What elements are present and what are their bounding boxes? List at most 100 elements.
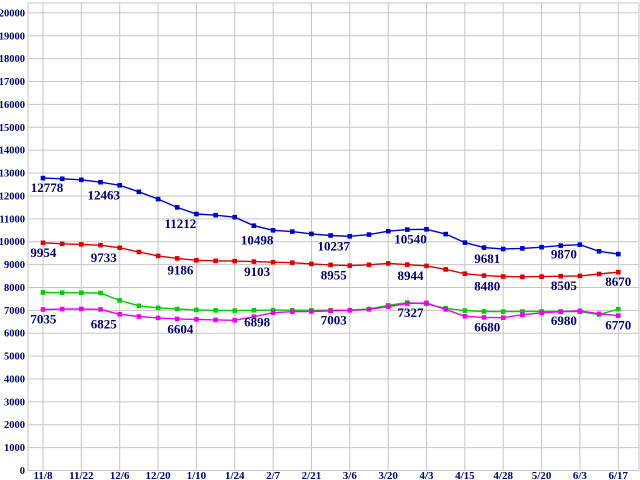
red-series-marker	[462, 271, 468, 276]
x-tick-label: 6/3	[573, 470, 588, 480]
blue-series-marker	[194, 211, 199, 217]
y-tick-label: 8000	[4, 283, 25, 294]
blue-series-marker	[59, 176, 65, 182]
green-series-marker	[481, 309, 487, 314]
value-label: 8944	[398, 268, 425, 283]
red-series-marker	[577, 273, 583, 279]
value-label: 10540	[394, 231, 427, 246]
y-tick-label: 19000	[0, 31, 25, 42]
red-series-marker	[98, 242, 103, 248]
blue-series-marker	[270, 228, 276, 233]
red-series-marker	[79, 242, 84, 247]
blue-series-marker	[558, 243, 563, 248]
y-tick-label: 14000	[0, 146, 25, 157]
y-tick-label: 11000	[0, 214, 25, 225]
x-tick-label: 3/6	[343, 470, 358, 480]
red-series-marker	[500, 274, 506, 279]
magenta-series-marker	[539, 310, 544, 316]
x-axis-labels: 11/8 11/22 12/6 12/20 1/10 1/24 2/7 2/21 3/6 3/20…	[34, 470, 629, 480]
magenta-series-marker	[290, 309, 295, 314]
magenta-series-marker	[194, 317, 199, 322]
red-series-marker	[405, 262, 410, 267]
blue-series-marker	[443, 231, 448, 237]
magenta-series-marker	[251, 314, 257, 319]
y-tick-label: 20000	[0, 8, 25, 19]
red-series-marker	[347, 263, 353, 268]
green-series-marker	[251, 308, 257, 313]
green-series-marker	[213, 308, 218, 313]
blue-series-marker	[40, 175, 46, 181]
magenta-series-marker	[136, 314, 142, 319]
value-label: 9681	[474, 251, 500, 266]
magenta-series-marker	[328, 308, 333, 314]
magenta-series-marker	[520, 312, 525, 317]
blue-series-marker	[117, 183, 122, 188]
value-label: 6770	[605, 318, 631, 333]
red-series-marker	[59, 241, 65, 247]
x-tick-label: 4/28	[493, 470, 513, 480]
magenta-series-marker	[309, 309, 314, 314]
value-label: 6825	[91, 316, 118, 331]
blue-series-marker	[251, 223, 257, 228]
y-tick-label: 6000	[4, 329, 25, 340]
value-label: 11212	[165, 216, 197, 231]
magenta-series-marker	[270, 310, 276, 315]
red-series-marker	[290, 260, 295, 265]
x-tick-label: 12/20	[146, 470, 172, 480]
value-label: 9103	[244, 264, 271, 279]
green-series-marker	[270, 307, 276, 313]
y-tick-label: 5000	[4, 352, 25, 363]
red-series-marker	[385, 261, 391, 266]
red-series-marker	[155, 253, 161, 259]
magenta-series-marker	[79, 306, 84, 312]
blue-series-marker	[98, 179, 103, 185]
x-tick-label: 1/24	[225, 470, 245, 480]
magenta-series: 7035 6825 6604 6898 7003 7327 6680 6980 6770	[30, 300, 631, 336]
blue-series-marker	[424, 227, 429, 232]
magenta-series-marker	[577, 308, 583, 314]
y-tick-label: 1000	[4, 443, 25, 454]
blue-series-marker	[136, 189, 142, 195]
magenta-series-marker	[616, 313, 621, 318]
value-label: 12778	[31, 180, 64, 195]
blue-series-marker	[232, 214, 237, 220]
red-series-marker	[520, 274, 525, 280]
green-series-marker	[98, 290, 103, 296]
x-tick-label: 4/15	[455, 470, 475, 480]
y-axis-labels: 2000019000180001700016000150001400013000…	[0, 8, 25, 477]
blue-series-marker	[328, 233, 333, 238]
y-tick-label: 18000	[0, 54, 25, 65]
x-tick-label: 2/21	[302, 470, 322, 480]
blue-series-marker	[290, 229, 295, 234]
value-label: 8505	[551, 278, 578, 293]
x-tick-label: 2/7	[266, 470, 281, 480]
red-series-marker	[136, 249, 142, 255]
blue-series-marker	[596, 249, 602, 254]
value-label: 8480	[474, 279, 500, 294]
green-series-marker	[520, 309, 525, 314]
red-series-marker	[443, 267, 448, 272]
blue-series-marker	[213, 212, 218, 218]
red-series-marker	[117, 245, 122, 251]
y-tick-label: 10000	[0, 237, 25, 248]
x-tick-label: 11/22	[69, 470, 94, 480]
magenta-series-marker	[366, 307, 372, 312]
red-series-marker	[309, 261, 314, 267]
green-series-marker	[59, 290, 65, 295]
green-series-marker	[500, 309, 506, 314]
value-label: 9954	[30, 245, 57, 260]
green-series-marker	[117, 298, 122, 303]
x-tick-label: 5/20	[532, 470, 552, 480]
green-series-marker	[194, 307, 199, 313]
magenta-series-marker	[155, 315, 161, 321]
y-tick-label: 0	[20, 466, 25, 477]
value-label: 9733	[91, 250, 118, 265]
magenta-series-marker	[405, 301, 410, 306]
blue-series-marker	[174, 205, 180, 210]
magenta-series-marker	[481, 315, 487, 320]
green-series-marker	[232, 308, 237, 313]
red-series-marker	[213, 258, 218, 264]
x-tick-label: 4/3	[419, 470, 434, 480]
y-tick-label: 2000	[4, 420, 25, 431]
red-series-marker	[40, 240, 46, 246]
